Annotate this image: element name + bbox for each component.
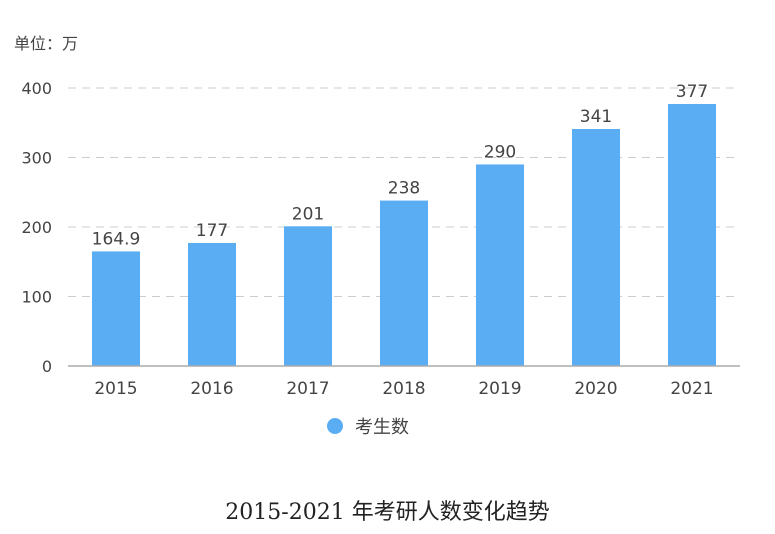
- data-label-2019: 290: [484, 142, 516, 162]
- data-label-2015: 164.9: [92, 229, 141, 249]
- data-label-2017: 201: [292, 204, 324, 224]
- figure-caption: 2015-2021 年考研人数变化趋势: [225, 500, 550, 525]
- bar-2019[interactable]: [476, 164, 524, 366]
- bar-2021[interactable]: [668, 103, 716, 367]
- data-label-2016: 177: [196, 221, 228, 241]
- bar-2016[interactable]: [188, 242, 236, 366]
- data-label-2018: 238: [388, 179, 420, 199]
- x-tick-label: 2017: [286, 379, 329, 399]
- legend[interactable]: 考生数: [327, 417, 409, 438]
- bar-2015[interactable]: [92, 251, 140, 366]
- y-tick-label: 0: [42, 357, 52, 376]
- x-axis-ticks: 2015 2016 2017 2018 2019 2020 2021: [94, 379, 713, 399]
- legend-label: 考生数: [355, 417, 409, 438]
- y-tick-label: 300: [21, 149, 52, 168]
- bar-2018[interactable]: [380, 200, 428, 366]
- y-tick-label: 100: [21, 288, 52, 307]
- bars: [92, 103, 716, 367]
- x-tick-label: 2018: [382, 379, 425, 399]
- x-tick-label: 2019: [478, 379, 521, 399]
- data-label-2020: 341: [580, 107, 612, 127]
- x-tick-label: 2020: [574, 379, 617, 399]
- x-tick-label: 2015: [94, 379, 137, 399]
- legend-marker: [327, 418, 343, 434]
- bar-2020[interactable]: [572, 129, 620, 366]
- x-tick-label: 2021: [670, 379, 713, 399]
- bar-2017[interactable]: [284, 226, 332, 366]
- data-labels: 164.9 177 201 238 290 341 377: [92, 82, 709, 249]
- y-tick-label: 200: [21, 218, 52, 237]
- y-tick-label: 400: [21, 79, 52, 98]
- data-label-2021: 377: [676, 82, 708, 102]
- x-tick-label: 2016: [190, 379, 233, 399]
- y-axis-ticks: 0 100 200 300 400: [21, 79, 52, 376]
- unit-label: 单位：万: [14, 34, 78, 53]
